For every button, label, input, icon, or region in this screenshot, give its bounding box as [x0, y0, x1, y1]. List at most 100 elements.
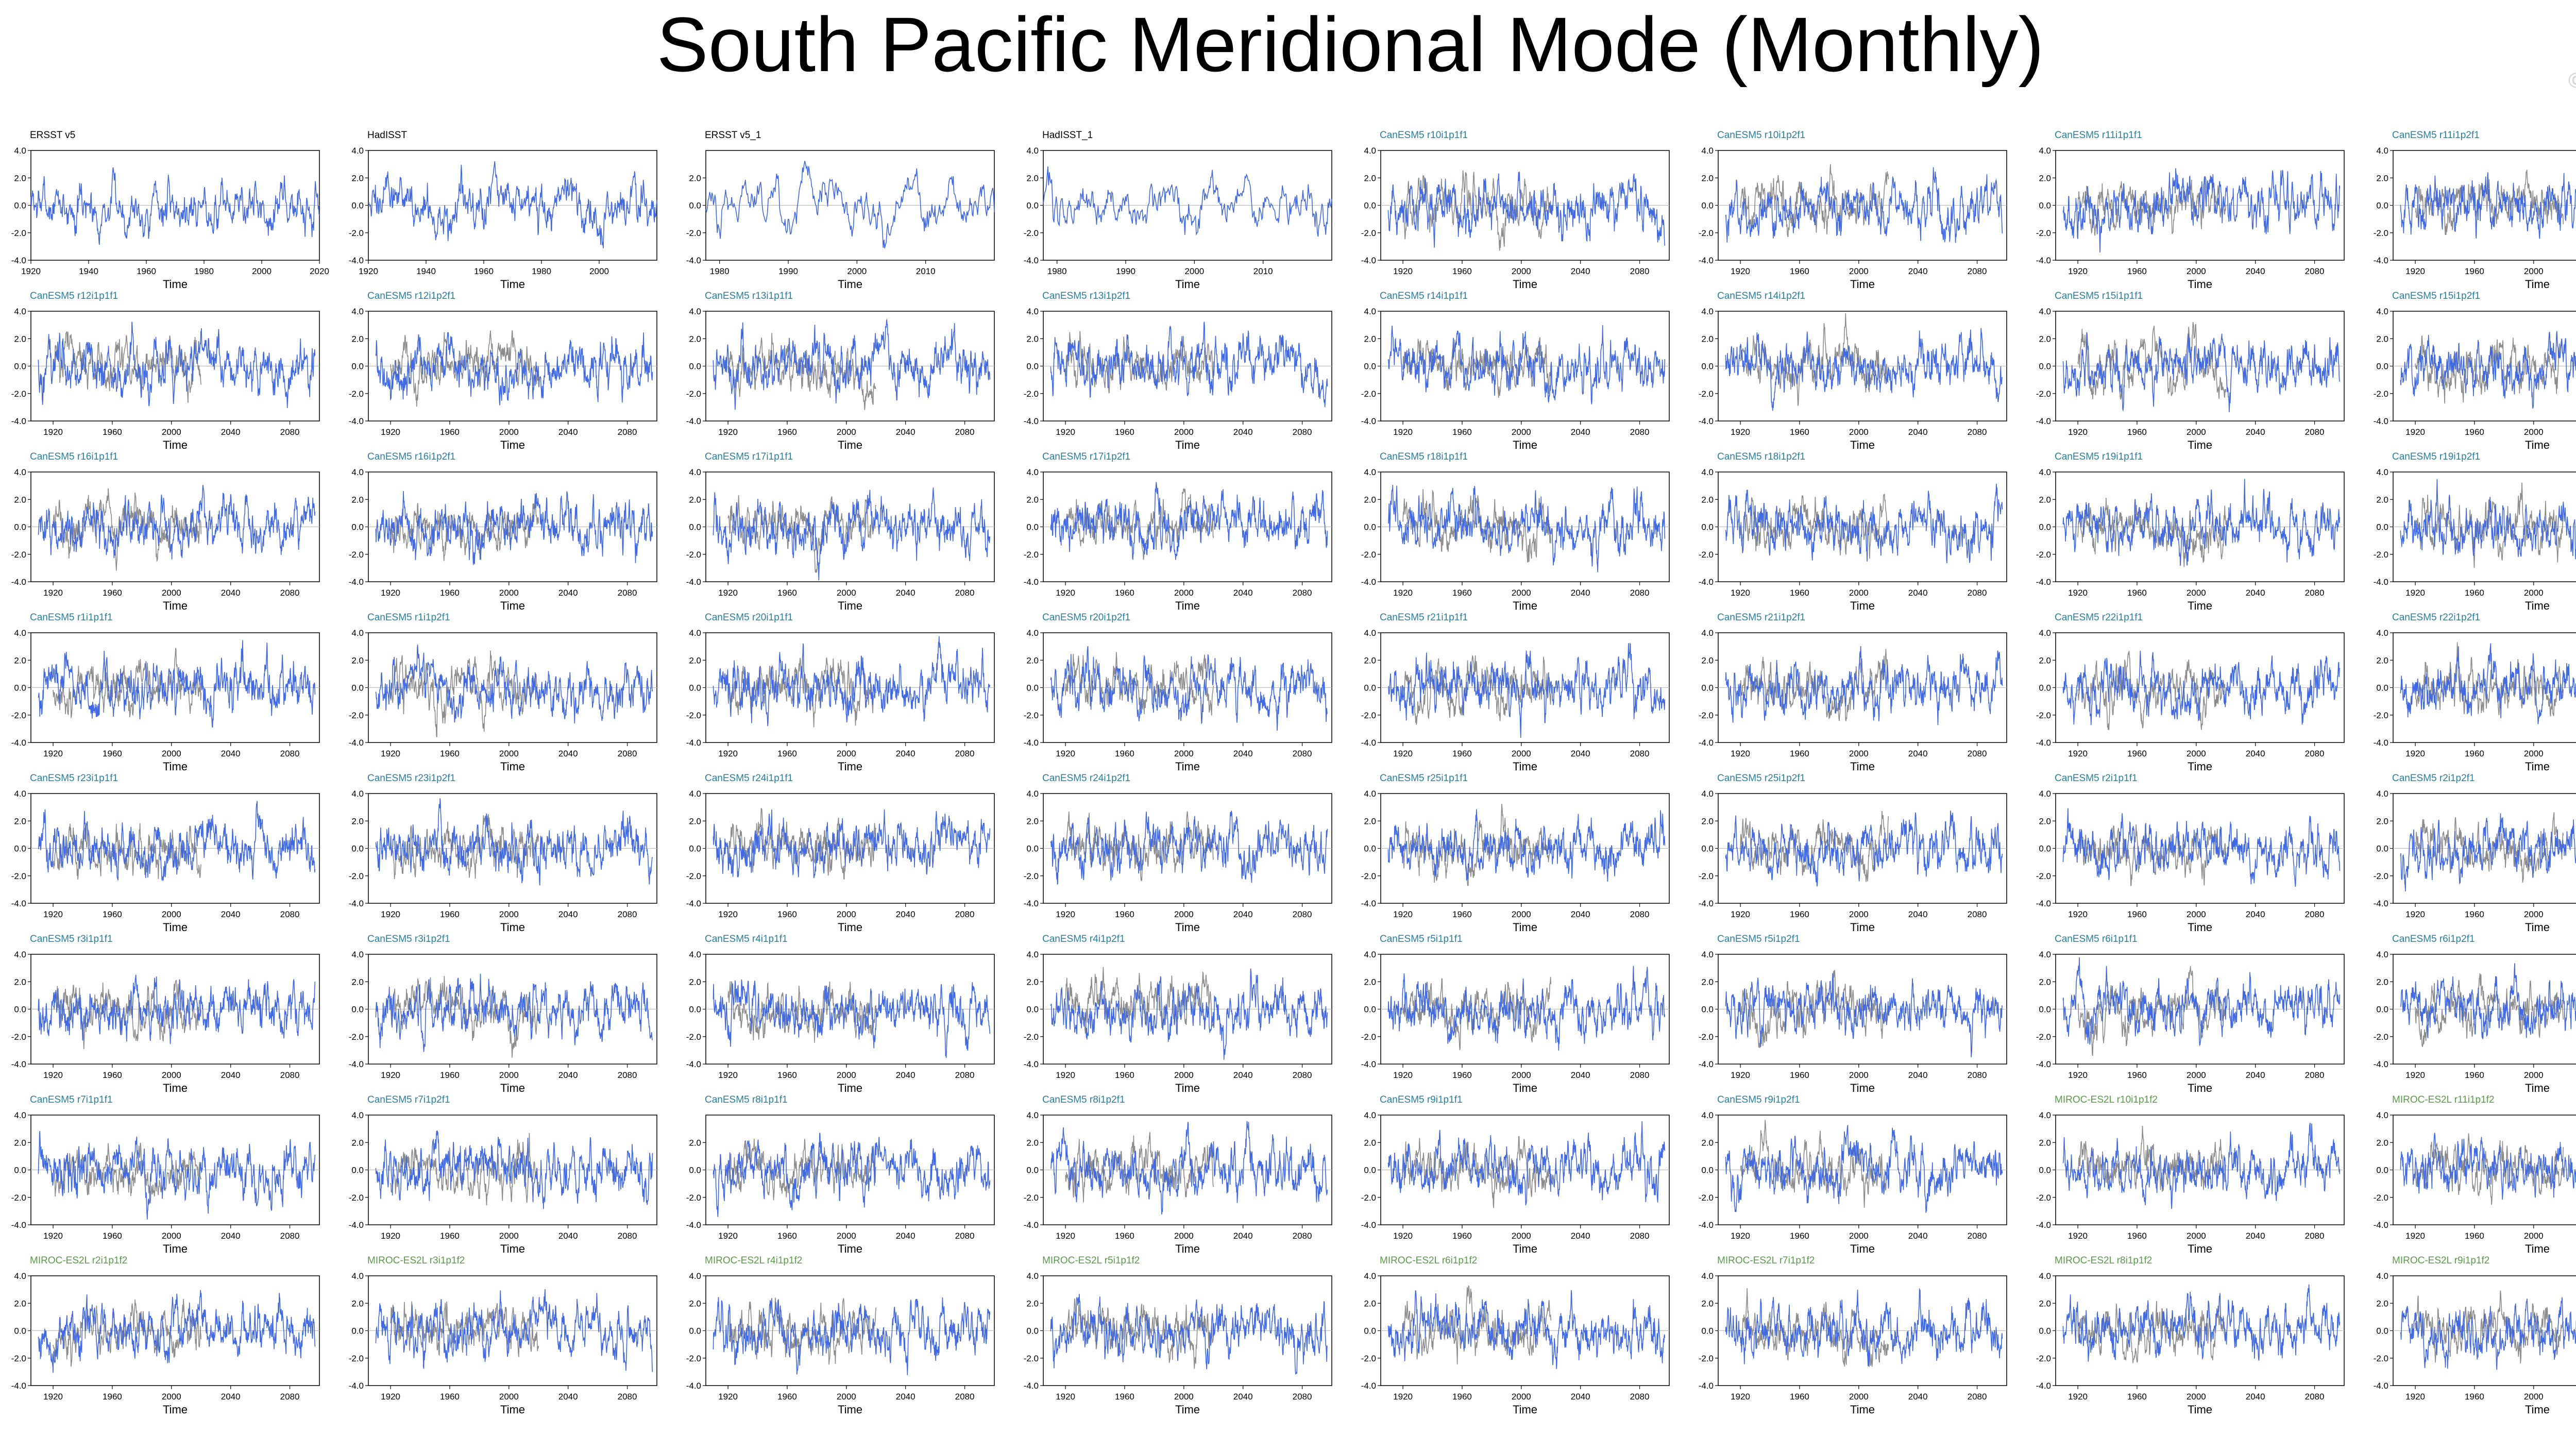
x-tick-label: 2000: [1849, 266, 1869, 276]
y-tick-label: 4.0: [689, 950, 701, 959]
panel-title: CanESM5 r21i1p2f1: [1717, 612, 1805, 623]
x-tick-label: 2000: [1174, 909, 1194, 919]
x-tick-label: 1920: [1056, 588, 1075, 598]
y-tick-label: 2.0: [351, 334, 364, 344]
x-axis-label: Time: [500, 599, 525, 612]
y-tick-label: 0.0: [1364, 522, 1376, 532]
x-tick-label: 1960: [2127, 909, 2147, 919]
y-tick-label: 4.0: [1364, 307, 1376, 316]
y-tick-label: -2.0: [1361, 1032, 1376, 1042]
y-tick-label: 4.0: [689, 1271, 701, 1281]
x-tick-label: 2000: [162, 749, 181, 758]
x-tick-label: 1960: [1452, 749, 1472, 758]
reference-overlay-line: [1065, 967, 1214, 1034]
series-line: [1050, 1121, 1328, 1215]
y-tick-label: -2.0: [1361, 389, 1376, 399]
x-tick-label: 1920: [381, 1070, 400, 1080]
y-tick-label: -4.0: [1699, 416, 1714, 426]
y-tick-label: 4.0: [1701, 1271, 1714, 1281]
y-tick-label: 4.0: [2039, 628, 2051, 638]
x-tick-label: 2080: [1293, 427, 1312, 437]
panel-title: CanESM5 r13i1p2f1: [1042, 291, 1130, 301]
series-line: [375, 1131, 653, 1209]
x-tick-label: 2000: [837, 588, 856, 598]
y-tick-label: -4.0: [11, 256, 26, 265]
y-tick-label: -4.0: [1699, 256, 1714, 265]
series-line: [2400, 1297, 2576, 1370]
panel: MIROC-ES2L r6i1p1f2 4.0 2.0 0.0 -2.0 -4.0 1920…: [1361, 1255, 1670, 1416]
x-tick-label: 2080: [1293, 1392, 1312, 1402]
x-tick-label: 1920: [1393, 1231, 1413, 1241]
panel-title: MIROC-ES2L r2i1p1f2: [30, 1255, 127, 1266]
x-axis-label: Time: [1513, 438, 1537, 451]
y-tick-label: 4.0: [351, 146, 364, 156]
x-tick-label: 1920: [2405, 427, 2425, 437]
x-tick-label: 2000: [162, 909, 181, 919]
x-tick-label: 2080: [2305, 909, 2325, 919]
x-tick-label: 2080: [280, 1070, 300, 1080]
x-axis-label: Time: [2525, 278, 2550, 291]
series-line: [1387, 1290, 1666, 1369]
y-tick-label: 2.0: [2376, 977, 2388, 987]
x-tick-label: 1960: [1115, 909, 1134, 919]
panel: CanESM5 r22i1p2f1 4.0 2.0 0.0 -2.0 -4.0 1920 19…: [2374, 612, 2576, 773]
x-tick-label: 2080: [1293, 588, 1312, 598]
x-tick-label: 1960: [103, 909, 122, 919]
y-tick-label: 2.0: [1701, 173, 1714, 183]
y-tick-label: -2.0: [1024, 550, 1039, 560]
y-tick-label: 2.0: [1026, 173, 1039, 183]
panel-title: CanESM5 r2i1p1f1: [2055, 773, 2138, 784]
x-tick-label: 1960: [2127, 1392, 2147, 1402]
y-tick-label: -2.0: [1024, 1354, 1039, 1363]
x-tick-label: 2000: [499, 427, 519, 437]
y-tick-label: 2.0: [689, 495, 701, 504]
x-tick-label: 2080: [1968, 1392, 1987, 1402]
y-tick-label: 2.0: [1364, 173, 1376, 183]
x-tick-label: 2080: [955, 909, 975, 919]
x-tick-label: 2040: [1571, 749, 1590, 758]
panel: CanESM5 r5i1p1f1 4.0 2.0 0.0 -2.0 -4.0 1920 196…: [1361, 934, 1670, 1094]
series-line: [2400, 643, 2576, 724]
x-tick-label: 2040: [1908, 909, 1928, 919]
y-tick-label: -2.0: [686, 871, 701, 881]
x-tick-label: 2080: [1630, 588, 1650, 598]
x-tick-label: 1920: [718, 427, 738, 437]
x-tick-label: 2000: [162, 1392, 181, 1402]
y-tick-label: 0.0: [1026, 201, 1039, 211]
series-line: [2062, 1284, 2341, 1362]
series-line: [2062, 332, 2341, 413]
y-tick-label: 4.0: [689, 467, 701, 477]
x-tick-label: 2080: [618, 588, 637, 598]
y-tick-label: -2.0: [1361, 550, 1376, 560]
y-tick-label: 2.0: [2039, 655, 2051, 665]
y-tick-label: 4.0: [1026, 950, 1039, 959]
series-line: [1050, 968, 1328, 1060]
x-tick-label: 2080: [2305, 1392, 2325, 1402]
series-line: [38, 1290, 316, 1373]
reference-overlay-line: [2415, 1133, 2564, 1205]
x-tick-label: 1920: [43, 427, 63, 437]
series-line: [2062, 168, 2341, 253]
x-tick-label: 2000: [499, 1070, 519, 1080]
series-line: [38, 1131, 316, 1220]
x-tick-label: 2040: [221, 749, 241, 758]
y-tick-label: 2.0: [1026, 1298, 1039, 1308]
x-tick-label: 1920: [1731, 427, 1750, 437]
x-axis-label: Time: [1175, 1242, 1200, 1255]
y-tick-label: 4.0: [1364, 1110, 1376, 1120]
y-tick-label: 0.0: [1364, 362, 1376, 372]
y-tick-label: -2.0: [11, 389, 26, 399]
x-tick-label: 1960: [777, 1231, 797, 1241]
x-tick-label: 1920: [1056, 909, 1075, 919]
reference-overlay-line: [1402, 803, 1552, 886]
y-tick-label: -4.0: [2036, 738, 2051, 748]
y-tick-label: 4.0: [689, 307, 701, 316]
x-tick-label: 2040: [1908, 1070, 1928, 1080]
x-tick-label: 2000: [2187, 1231, 2206, 1241]
y-tick-label: 0.0: [689, 844, 701, 854]
panel-title: CanESM5 r18i1p2f1: [1717, 451, 1805, 462]
y-tick-label: -4.0: [1361, 1381, 1376, 1391]
